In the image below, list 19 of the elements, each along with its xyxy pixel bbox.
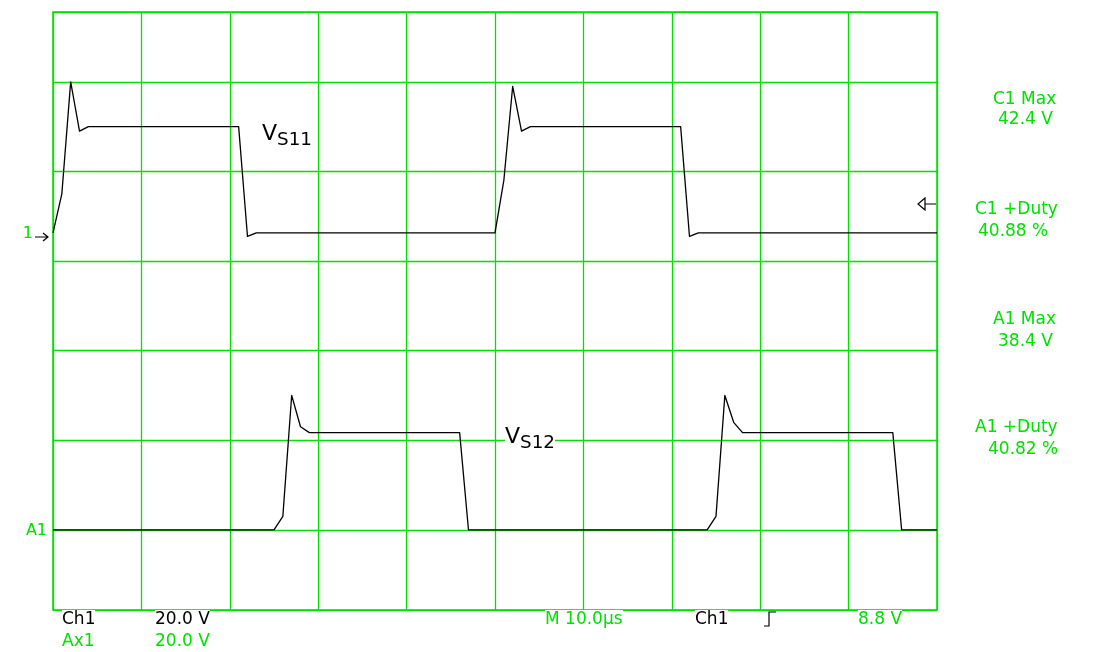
annotation: V$_{S12}$ bbox=[505, 423, 556, 453]
text: 40.88 % bbox=[978, 220, 1049, 240]
text: 42.4 V bbox=[998, 108, 1053, 128]
text: 8.8 V bbox=[858, 608, 903, 628]
text: 40.82 % bbox=[988, 438, 1059, 458]
text: C1 Max bbox=[993, 88, 1057, 108]
legend-label: 1 bbox=[22, 222, 33, 242]
text: A1 +Duty bbox=[975, 416, 1058, 436]
text: Ax1 bbox=[62, 630, 95, 650]
text: 20.0 V bbox=[155, 608, 210, 628]
text: 38.4 V bbox=[998, 330, 1053, 350]
text: 20.0 V bbox=[155, 630, 210, 650]
series-label: A1 bbox=[25, 519, 47, 539]
text: C1 +Duty bbox=[975, 198, 1058, 218]
text: M 10.0µs bbox=[545, 608, 623, 628]
annotation: V$_{S11}$ bbox=[262, 120, 313, 150]
text: Ch1 bbox=[695, 608, 729, 628]
text: A1 Max bbox=[993, 308, 1056, 328]
text: Ch1 bbox=[62, 608, 96, 628]
